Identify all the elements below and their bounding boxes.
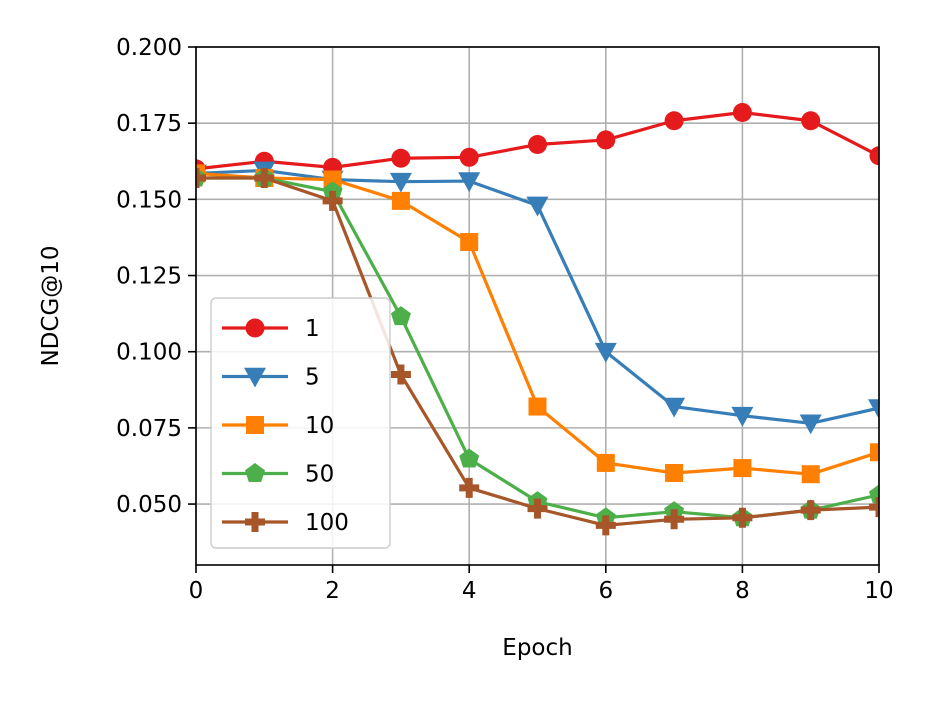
data-point-50: [322, 181, 343, 201]
data-point-10: [733, 459, 752, 478]
x-tick-label: 8: [735, 578, 750, 604]
data-point-10: [801, 465, 820, 484]
data-point-100: [459, 477, 480, 498]
y-tick-label: 0.200: [116, 35, 182, 61]
y-tick-label: 0.125: [116, 264, 182, 290]
data-point-1: [528, 135, 547, 155]
data-point-1: [664, 111, 684, 131]
legend-label-100: 100: [305, 510, 349, 536]
legend-item-1: 1: [222, 316, 320, 342]
legend-marker-1: [245, 318, 265, 338]
data-point-100: [800, 500, 821, 521]
data-point-100: [196, 168, 206, 189]
y-tick-label: 0.050: [116, 492, 182, 518]
data-point-1: [801, 111, 821, 131]
legend-item-50: 50: [222, 462, 334, 488]
x-axis-ticks: 0 2 4 6 8 10: [189, 565, 894, 604]
legend-item-10: 10: [222, 413, 334, 439]
data-point-1: [732, 103, 752, 123]
data-point-100: [595, 515, 616, 536]
legend-label-5: 5: [305, 365, 320, 391]
data-point-5: [389, 172, 412, 193]
data-point-5: [731, 406, 754, 427]
data-point-50: [459, 448, 480, 468]
data-point-1: [459, 147, 479, 167]
plot-frame: [195, 46, 880, 566]
data-point-100: [254, 168, 275, 189]
legend: 1 5 10 50 100: [210, 297, 391, 549]
data-point-1: [596, 130, 616, 150]
data-point-10: [665, 463, 684, 482]
y-tick-label: 0.150: [116, 187, 182, 213]
y-tick-label: 0.100: [116, 340, 182, 366]
x-tick-label: 4: [462, 578, 477, 604]
legend-item-5: 5: [222, 365, 320, 391]
x-tick-label: 10: [864, 578, 893, 604]
legend-label-1: 1: [305, 316, 320, 342]
data-point-5: [458, 172, 481, 193]
data-point-10: [596, 453, 615, 472]
data-point-50: [390, 306, 411, 326]
data-point-5: [799, 414, 822, 435]
data-point-1: [869, 146, 879, 166]
data-point-5: [594, 342, 617, 363]
data-point-10: [870, 443, 879, 462]
data-point-100: [322, 190, 343, 211]
y-axis-label: NDCG@10: [38, 245, 64, 366]
x-tick-label: 6: [598, 578, 613, 604]
data-point-5: [526, 196, 549, 217]
series-5: [196, 161, 879, 435]
x-tick-label: 2: [325, 578, 340, 604]
legend-marker-100: [245, 512, 265, 532]
data-point-100: [732, 507, 753, 528]
data-point-100: [527, 498, 548, 519]
x-axis-label: Epoch: [502, 635, 572, 661]
legend-marker-5: [244, 367, 266, 388]
series-1: [196, 103, 879, 179]
data-point-5: [868, 399, 879, 420]
legend-label-50: 50: [305, 462, 334, 488]
data-point-10: [391, 191, 410, 210]
data-point-100: [664, 509, 685, 530]
data-point-1: [391, 148, 411, 168]
legend-marker-50: [245, 463, 265, 482]
data-point-100: [869, 497, 879, 518]
data-point-10: [460, 233, 479, 252]
y-tick-label: 0.175: [116, 111, 182, 137]
data-point-5: [663, 397, 686, 418]
legend-marker-10: [246, 416, 264, 434]
series-group: [196, 103, 879, 536]
data-point-10: [528, 397, 547, 416]
series-100: [196, 168, 879, 536]
legend-label-10: 10: [305, 413, 334, 439]
data-point-10: [323, 170, 342, 189]
legend-box: [210, 297, 391, 549]
y-axis-ticks: 0.050 0.075 0.100 0.125 0.150 0.175 0.200: [116, 35, 196, 518]
legend-item-100: 100: [222, 510, 349, 536]
x-tick-label: 0: [189, 578, 204, 604]
data-point-100: [390, 364, 411, 385]
y-tick-label: 0.075: [116, 416, 182, 442]
